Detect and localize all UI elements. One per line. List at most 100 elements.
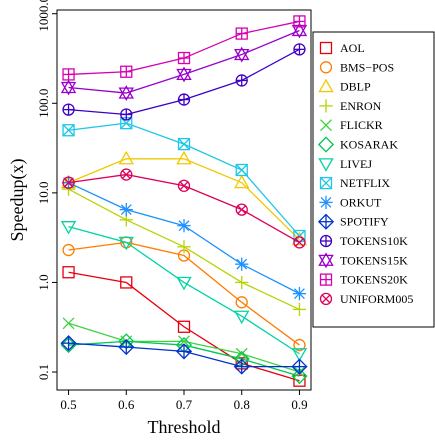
- legend-label: DBLP: [340, 80, 371, 94]
- y-tick-label: 1000.0: [36, 0, 51, 32]
- data-point: [118, 150, 134, 165]
- legend-label: NETFLIX: [340, 176, 390, 190]
- data-point: [293, 15, 306, 28]
- legend-label: UNIFORM005: [340, 292, 413, 306]
- data-point: [177, 51, 191, 65]
- legend-marker: [319, 234, 333, 248]
- y-tick-label: 1.0: [36, 274, 51, 290]
- data-point: [234, 174, 250, 189]
- data-point: [118, 338, 135, 356]
- legend-label: LIVEJ: [340, 157, 372, 171]
- data-point: [120, 65, 133, 78]
- data-point: [235, 203, 248, 216]
- data-point: [292, 287, 307, 301]
- series-uniform005: [62, 168, 306, 249]
- series-line: [68, 241, 300, 346]
- x-tick-label: 0.9: [291, 397, 307, 412]
- legend-marker: [319, 41, 333, 55]
- data-point: [293, 236, 306, 249]
- data-point: [62, 124, 75, 137]
- data-point: [235, 257, 249, 271]
- x-tick-label: 0.8: [234, 397, 250, 412]
- data-point: [62, 103, 75, 116]
- x-tick-label: 0.5: [60, 397, 76, 412]
- y-axis-title: Speedup(x): [7, 159, 28, 242]
- data-point: [293, 338, 306, 352]
- legend-marker: [319, 273, 333, 286]
- legend-label: TOKENS10K: [340, 234, 408, 248]
- legend-label: TOKENS15K: [340, 253, 408, 267]
- y-tick-label: 100.0: [36, 89, 51, 118]
- series-tokens20k: [62, 15, 306, 81]
- data-point: [120, 276, 133, 289]
- data-point: [292, 302, 307, 317]
- series-livej: [60, 221, 308, 362]
- data-point: [62, 266, 75, 279]
- data-point: [291, 348, 308, 362]
- data-point: [120, 108, 133, 121]
- data-point: [60, 221, 77, 235]
- data-point: [177, 179, 191, 192]
- data-point: [235, 296, 248, 309]
- data-point: [177, 219, 191, 233]
- legend-marker: [317, 213, 335, 230]
- data-point: [177, 137, 191, 151]
- data-point: [291, 368, 308, 385]
- data-point: [177, 93, 191, 106]
- x-tick-label: 0.7: [176, 397, 193, 412]
- legend-label: AOL: [340, 41, 365, 55]
- legend-marker: [319, 195, 333, 209]
- series-line: [68, 122, 300, 237]
- data-point: [62, 317, 75, 330]
- series-tokens10k: [62, 43, 306, 121]
- legend-label: TOKENS20K: [340, 273, 408, 287]
- data-point: [176, 150, 192, 165]
- x-tick-label: 0.6: [118, 397, 135, 412]
- data-point: [293, 43, 306, 56]
- legend-marker: [318, 158, 334, 172]
- x-axis: 0.5 0.6 0.7 0.8 0.9: [60, 390, 308, 412]
- legend-marker: [319, 61, 333, 74]
- legend-marker: [319, 292, 333, 306]
- legend-label: FLICKR: [340, 118, 383, 132]
- legend-label: BMS−POS: [340, 60, 394, 74]
- data-point: [175, 343, 193, 360]
- data-point: [118, 236, 134, 251]
- legend-marker: [318, 252, 334, 269]
- series-line: [68, 20, 300, 76]
- series-orkut: [61, 176, 307, 301]
- data-point: [291, 358, 308, 375]
- data-point: [62, 176, 75, 189]
- data-point: [234, 46, 250, 63]
- data-point: [293, 374, 306, 387]
- series-spotify: [60, 335, 308, 375]
- y-tick-label: 10.0: [36, 181, 51, 204]
- data-point: [234, 310, 250, 325]
- data-point: [233, 358, 250, 375]
- data-point: [62, 243, 75, 257]
- data-point: [60, 335, 77, 352]
- data-point: [119, 203, 133, 217]
- legend-label: ENRON: [340, 99, 382, 113]
- data-point: [235, 275, 249, 290]
- data-point: [176, 276, 192, 291]
- data-point: [120, 168, 133, 181]
- series-enron: [61, 182, 307, 317]
- data-point: [235, 163, 248, 177]
- data-point: [177, 240, 191, 254]
- legend-label: KOSARAK: [340, 138, 398, 152]
- data-point: [177, 320, 191, 333]
- legend: AOL BMS−POS DBLP ENRON FLICKR KOSARAK LIVEJ NET…: [317, 41, 413, 306]
- data-point: [235, 27, 248, 40]
- data-point: [118, 85, 134, 101]
- legend-label: ORKUT: [340, 195, 382, 209]
- series-netflix: [62, 117, 306, 243]
- legend-marker: [319, 176, 333, 190]
- series-line: [68, 158, 300, 241]
- series-tokens15k: [60, 22, 308, 101]
- data-point: [62, 68, 75, 81]
- data-point: [235, 74, 248, 87]
- legend-marker: [317, 136, 335, 153]
- data-point: [60, 79, 77, 96]
- y-axis: 0.1 1.0 10.0 100.0 1000.0: [36, 0, 57, 380]
